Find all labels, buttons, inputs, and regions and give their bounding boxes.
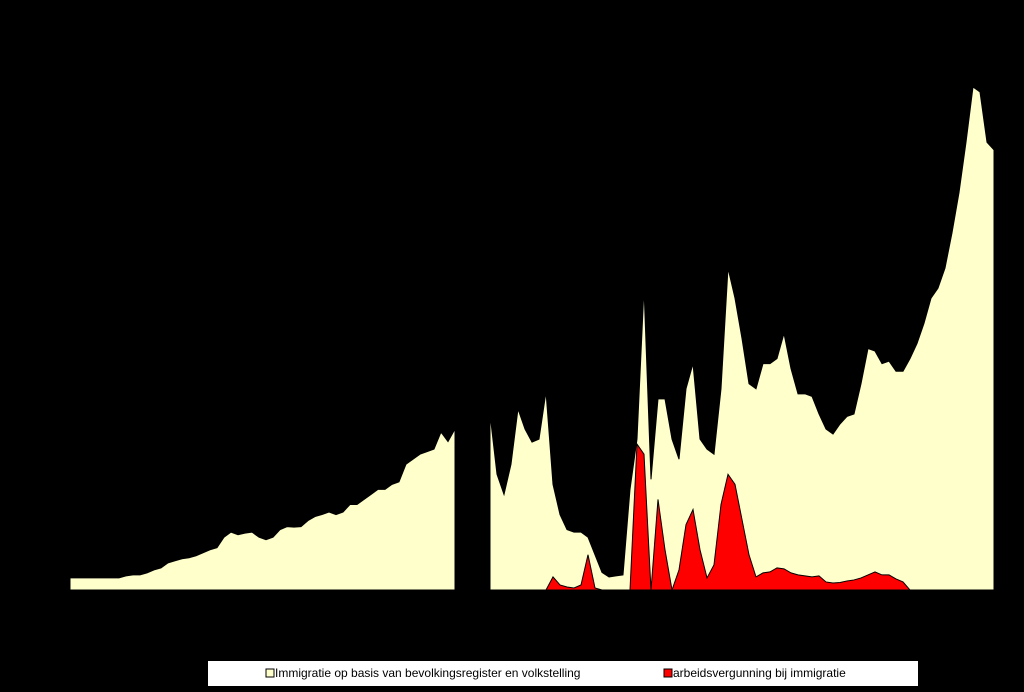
legend-label: Immigratie op basis van bevolkingsregist…: [275, 666, 580, 680]
legend-swatch: [265, 668, 275, 678]
legend-box: [208, 661, 918, 686]
area-series: [545, 442, 912, 592]
legend: Immigratie op basis van bevolkingsregist…: [265, 666, 846, 680]
plot-area: [69, 86, 995, 592]
legend-label: arbeidsvergunning bij immigratie: [673, 666, 846, 680]
area-series: [69, 86, 995, 591]
legend-swatch: [663, 668, 673, 678]
